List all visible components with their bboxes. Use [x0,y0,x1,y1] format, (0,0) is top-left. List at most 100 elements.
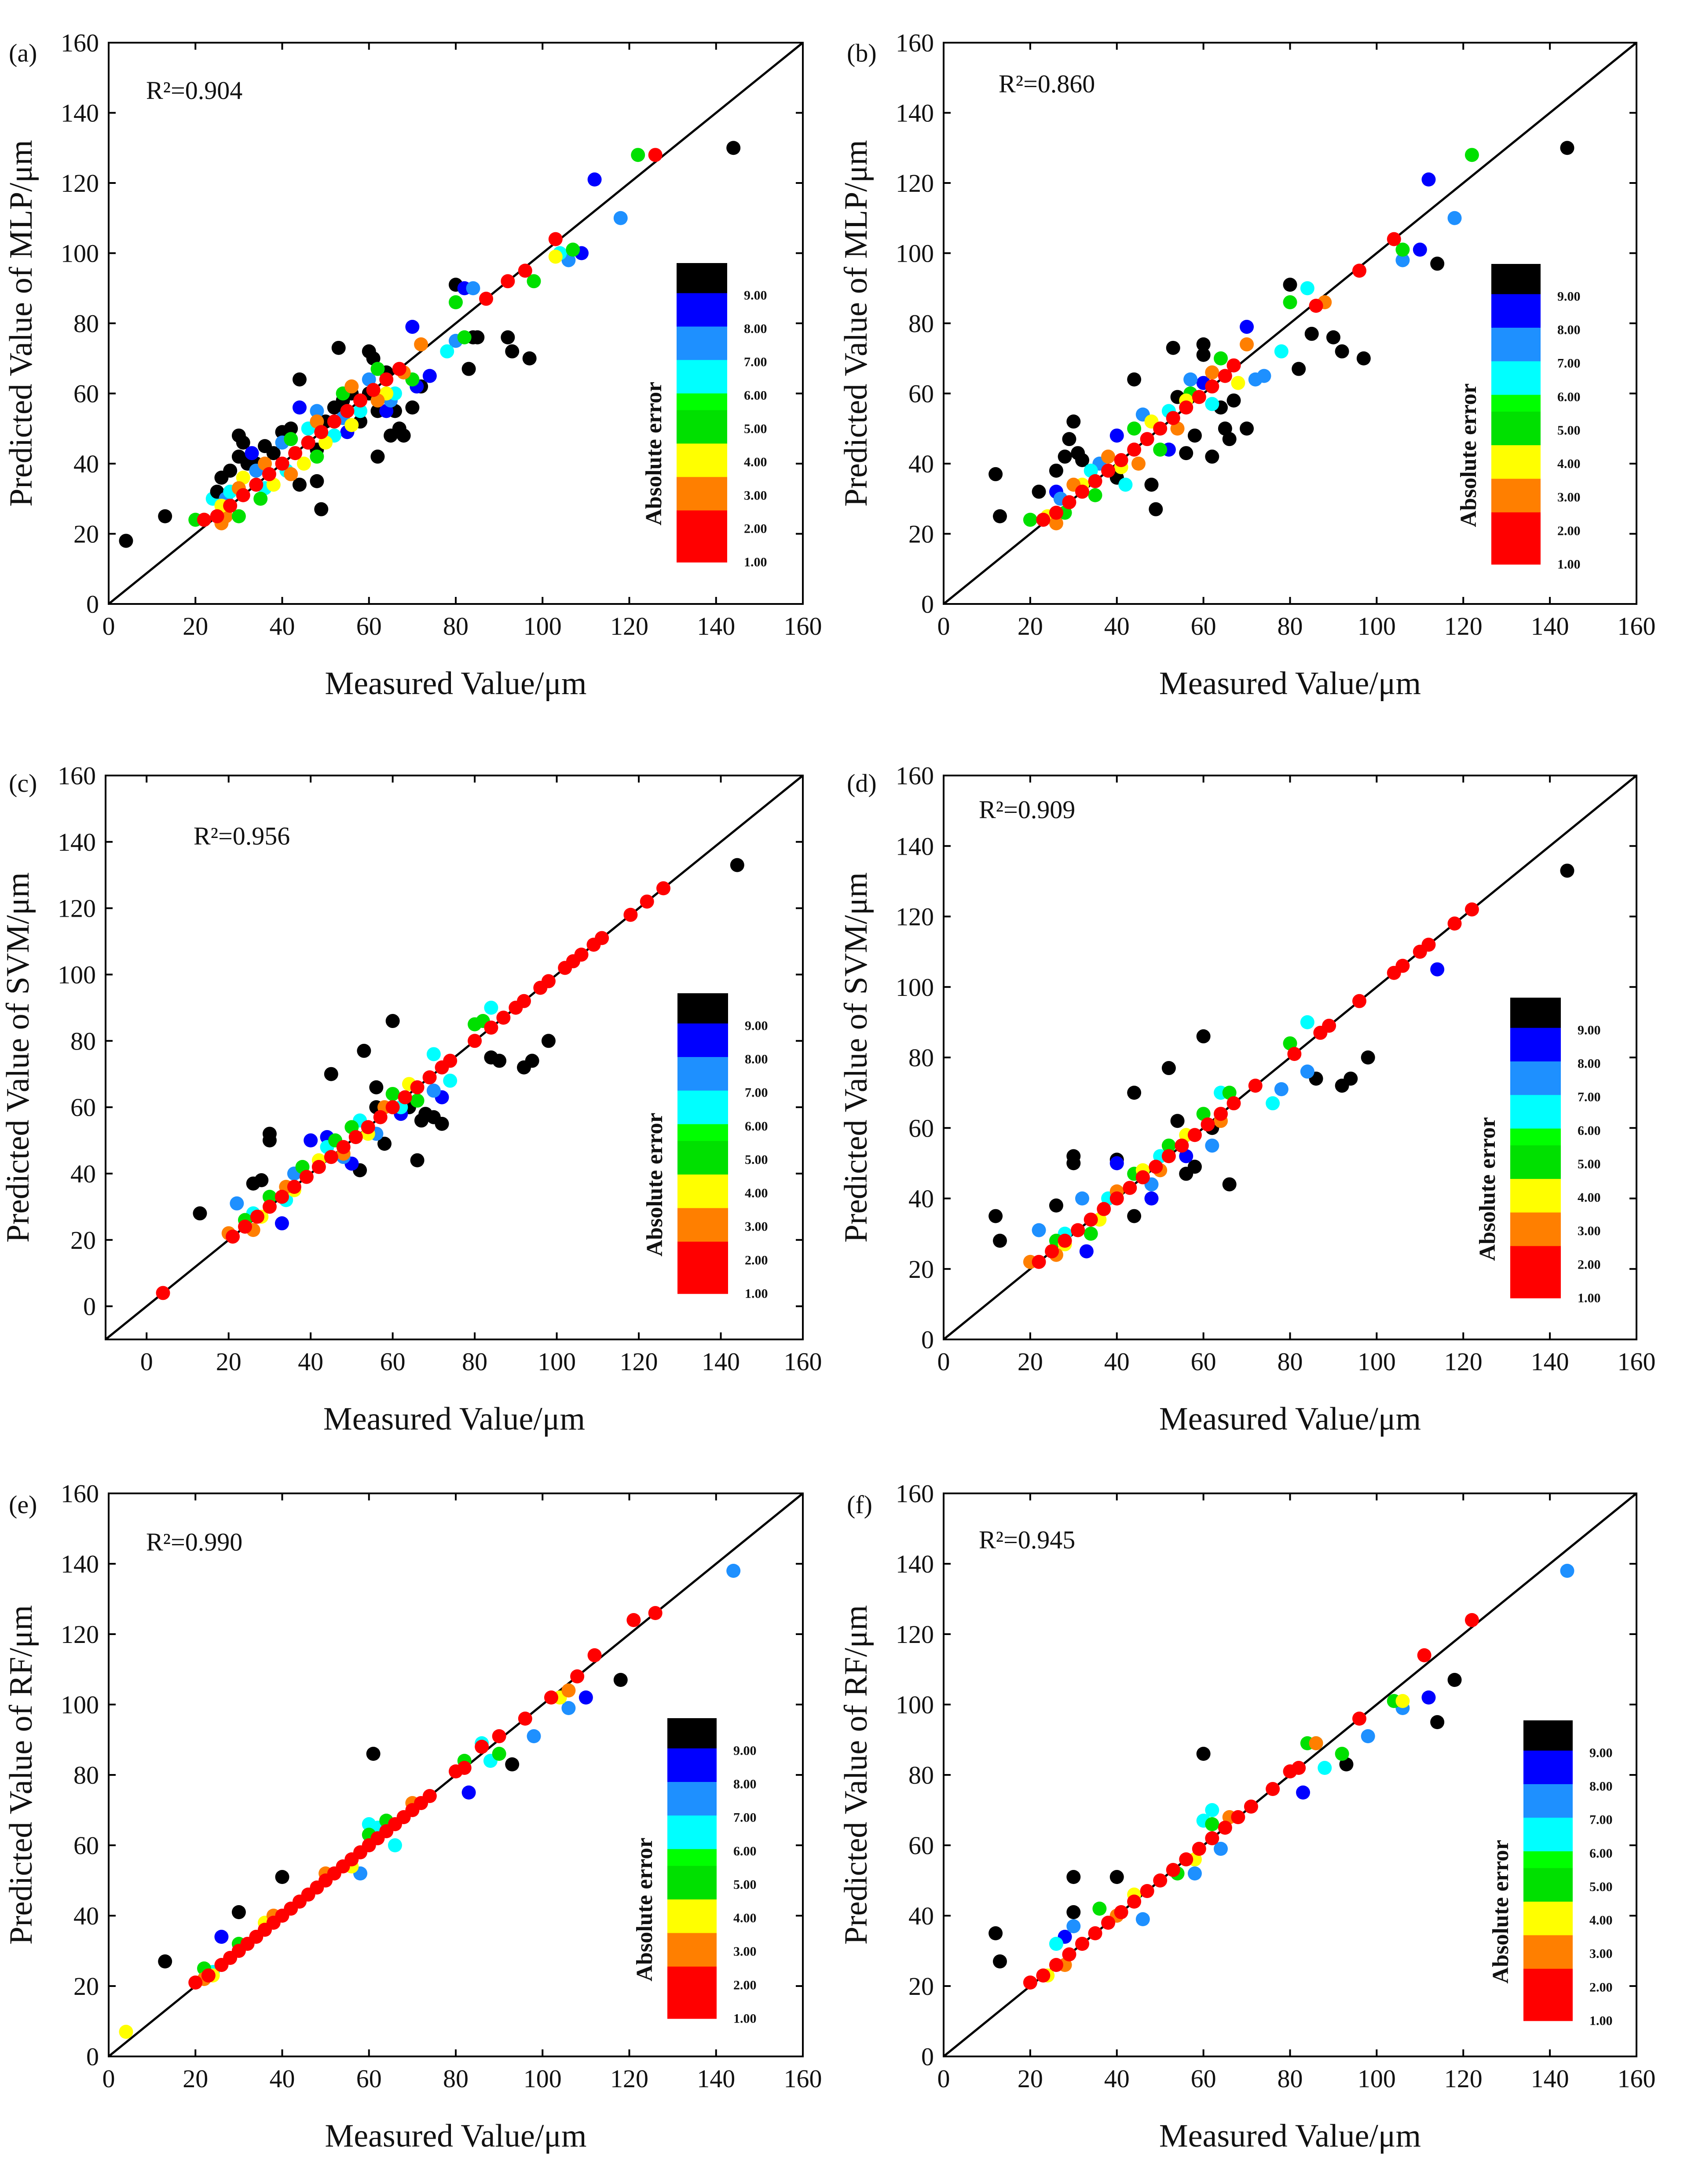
x-tick-label: 160 [1618,1347,1656,1376]
y-tick-label: 120 [896,169,934,198]
data-point [992,1954,1007,1968]
colorbar-band [1523,1995,1573,2021]
x-tick-label: 100 [1358,612,1396,640]
x-tick-label: 60 [380,1347,406,1376]
data-point [1292,1761,1306,1775]
data-point [479,292,494,306]
x-tick-label: 40 [298,1347,323,1376]
data-point [1161,1149,1176,1163]
data-point [1464,1613,1479,1627]
colorbar-tick-label: 6.00 [1578,1123,1601,1138]
data-point [344,379,359,394]
data-point [1066,1870,1081,1884]
data-point [548,249,563,264]
data-point [461,362,476,376]
data-point [1144,477,1159,492]
y-tick-label: 140 [896,99,934,128]
data-point [1226,358,1241,373]
data-point [1257,369,1271,383]
colorbar-band [1510,1179,1561,1213]
data-point [1218,369,1232,383]
data-point [1149,502,1163,516]
data-point [726,1564,741,1578]
data-point [1205,1803,1219,1817]
x-tick-label: 60 [356,2064,382,2093]
chart-panel-a: 0 20 40 60 80 100 120 140 160 0 20 40 60 80 100 120 140 1… [3,29,822,702]
colorbar-tick-label: 6.00 [1557,390,1581,404]
data-point [1231,1810,1245,1824]
x-axis-title: Measured Value/μm [1159,1401,1421,1437]
data-point [1153,421,1168,436]
data-point [266,477,281,492]
data-point [1560,141,1574,155]
colorbar-tick-label: 3.00 [1578,1224,1601,1238]
r-squared-label: R²=0.909 [979,795,1075,824]
data-point [1079,1244,1094,1258]
x-tick-label: 40 [1104,1347,1130,1376]
data-point [201,1968,216,1983]
data-point [1062,495,1076,509]
data-point [1161,1138,1176,1153]
data-point [1335,1747,1349,1761]
data-point [1326,330,1340,344]
colorbar-band [677,1057,728,1091]
data-point [496,1010,511,1025]
data-point [1101,450,1116,464]
x-tick-label: 40 [270,612,295,640]
colorbar-tick-label: 9.00 [744,288,767,303]
data-point [223,498,238,513]
colorbar-band [1491,479,1541,513]
data-point [1127,443,1142,457]
colorbar-band [667,1993,717,2019]
data-point [548,232,563,246]
data-point [362,372,376,387]
data-point [1309,299,1323,313]
data-point [287,1180,301,1194]
data-point [1109,1191,1124,1206]
colorbar-tick-label: 7.00 [745,1086,768,1100]
colorbar-tick-label: 2.00 [745,1253,768,1267]
data-point [1161,1061,1176,1076]
data-point [158,1954,172,1968]
y-tick-label: 120 [896,1620,934,1649]
data-point [262,1200,277,1214]
data-point [475,1740,489,1754]
panel-label: (c) [9,769,37,798]
data-point [1170,421,1185,436]
x-tick-label: 0 [140,1347,153,1376]
data-point [1049,516,1063,530]
data-point [1430,962,1445,977]
colorbar-band [677,263,727,293]
y-tick-label: 60 [908,1831,934,1860]
x-tick-label: 40 [1104,612,1130,640]
data-point [258,457,272,471]
data-point [541,1034,556,1048]
data-point [1300,281,1314,296]
y-tick-label: 60 [70,1093,96,1122]
colorbar-title: Absolute error [632,1838,657,1982]
colorbar-band [677,477,727,511]
data-point [1283,1036,1297,1050]
data-point [1075,453,1089,468]
y-tick-label: 40 [908,450,934,478]
data-point [310,404,324,418]
data-point [284,421,298,436]
data-point [1075,1937,1089,1951]
data-point [1335,344,1349,359]
data-point [226,1229,240,1244]
data-point [1218,421,1232,436]
data-point [492,1747,506,1761]
colorbar-band [667,1966,717,1994]
x-tick-label: 80 [1278,1347,1303,1376]
data-point [344,418,359,432]
data-point [284,432,298,446]
y-tick-label: 160 [896,761,934,790]
colorbar-band [1523,1851,1573,1869]
data-point [1339,1757,1354,1771]
x-tick-label: 0 [937,2064,950,2093]
data-point [262,1133,277,1148]
data-point [1196,337,1211,351]
data-point [369,1080,384,1094]
colorbar-tick-label: 3.00 [733,1944,757,1959]
